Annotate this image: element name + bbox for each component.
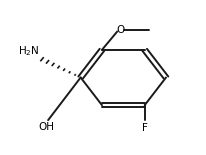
Text: OH: OH [38,122,54,132]
Text: O: O [116,25,124,35]
Text: H$_2$N: H$_2$N [19,44,40,58]
Text: F: F [142,123,147,133]
